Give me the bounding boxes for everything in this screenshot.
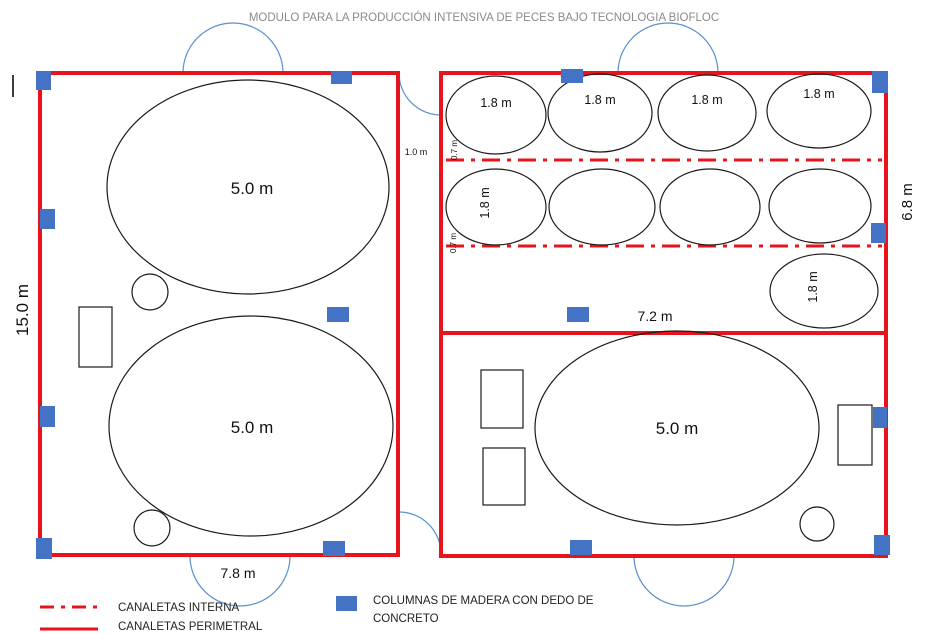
small-circles (131, 273, 835, 547)
equipment-boxes (78, 306, 873, 506)
tank-label-r1-1: 1.8 m (480, 96, 511, 110)
internal-canals (446, 158, 882, 248)
column (561, 69, 583, 83)
equipment-box-left (78, 306, 113, 368)
dimension-height-right: 6.8 m (899, 183, 916, 221)
large-tanks (106, 79, 820, 537)
wooden-columns (36, 69, 890, 559)
tank-large-top-left (106, 79, 390, 295)
tank-large-bottom-right (534, 330, 820, 526)
door-arc-corridor-bottom (398, 511, 442, 555)
tank-label-r2-1: 1.8 m (478, 187, 492, 218)
door-arc-corridor-top (398, 72, 442, 116)
column (40, 209, 55, 229)
tank-small-r1-4 (766, 73, 872, 149)
small-circle-right-bottom (799, 506, 835, 542)
column (872, 71, 888, 93)
tank-label-isolated: 1.8 m (806, 271, 820, 302)
tank-label-r1-3: 1.8 m (691, 93, 722, 107)
dimension-gap-b: 0.7 m (449, 233, 458, 253)
column (36, 71, 51, 90)
tank-label-r1-2: 1.8 m (584, 93, 615, 107)
equipment-box-far-right (837, 404, 873, 466)
dimension-width-right: 7.2 m (637, 308, 672, 324)
tank-small-r2-3 (659, 168, 761, 246)
dimension-width-left: 7.8 m (220, 565, 255, 581)
dimension-height-left: 15.0 m (13, 284, 32, 336)
column (36, 538, 52, 559)
tank-small-r2-2 (548, 168, 656, 246)
tank-label-bottom-right: 5.0 m (656, 419, 699, 438)
canal-left-block (38, 71, 400, 557)
small-circle-left-top (131, 273, 169, 311)
canal-right-block (439, 71, 888, 558)
door-arc-top-right (617, 22, 719, 74)
equipment-box-right-lower (482, 447, 526, 506)
legend-column-swatch (336, 596, 357, 611)
legend-column-label-1: COLUMNAS DE MADERA CON DEDO DE (373, 595, 594, 607)
column (327, 307, 349, 322)
column (873, 407, 887, 428)
column (40, 406, 55, 427)
small-circle-left-bottom (133, 509, 171, 547)
tank-small-r1-1 (445, 75, 547, 155)
tank-label-bottom-left: 5.0 m (231, 418, 274, 437)
column (874, 535, 890, 555)
perimeter-canals (38, 71, 888, 558)
column (567, 307, 589, 322)
dimension-gap-a: 0.7 m (450, 140, 459, 160)
small-tanks-row-1 (445, 73, 872, 155)
legend-internal-label: CANALETAS INTERNA (118, 602, 240, 614)
tank-small-r1-2 (547, 73, 653, 153)
tank-small-r2-1 (445, 168, 547, 246)
column (570, 540, 592, 555)
door-arc-bottom-right (633, 555, 735, 607)
tank-large-bottom-left (108, 315, 394, 537)
legend: CANALETAS INTERNA CANALETAS PERIMETRAL C… (40, 595, 594, 633)
diagram-title: MODULO PARA LA PRODUCCIÓN INTENSIVA DE P… (249, 11, 719, 24)
tank-label-top-left: 5.0 m (231, 179, 274, 198)
column (331, 71, 352, 84)
dimension-corridor: 1.0 m (405, 147, 428, 157)
tank-label-r1-4: 1.8 m (803, 87, 834, 101)
equipment-box-right-upper (480, 369, 524, 429)
tank-small-isolated (769, 253, 879, 329)
legend-perimeter-label: CANALETAS PERIMETRAL (118, 621, 263, 633)
door-arc-bottom-left (189, 555, 291, 607)
column (323, 541, 345, 556)
tank-small-r2-4 (768, 168, 872, 244)
column (871, 223, 886, 243)
tank-small-r1-3 (657, 74, 757, 152)
small-tanks-row-2 (445, 168, 879, 329)
doors (182, 22, 735, 607)
door-arc-top-left (182, 22, 284, 74)
legend-column-label-2: CONCRETO (373, 613, 439, 625)
